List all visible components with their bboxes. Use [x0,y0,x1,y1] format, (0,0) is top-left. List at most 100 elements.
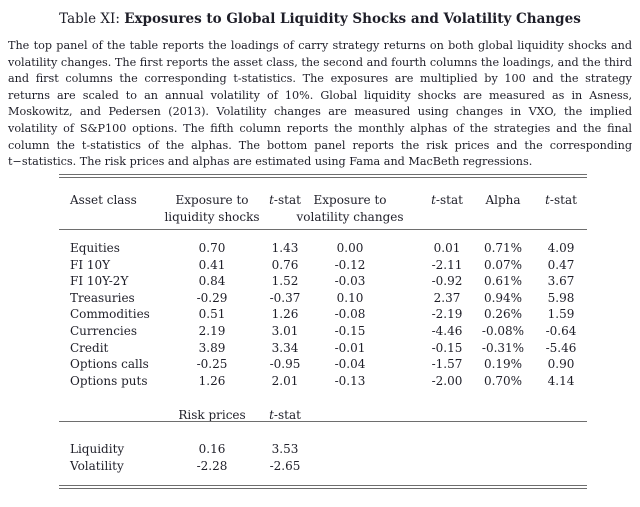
cell-liquidity-exposure: 0.41 [198,258,226,272]
cell-liquidity-tstat: 3.34 [271,341,299,355]
cell-risk-tstat: -2.65 [269,459,301,473]
column-header-liquidity-tstat: t-stat [269,193,301,207]
cell-alpha-tstat: 3.67 [547,274,575,288]
table-row-fi-10y-2y: FI 10Y-2Y 0.84 1.52 -0.03 -0.92 0.61% 3.… [59,273,587,290]
cell-liquidity-exposure: 0.70 [198,241,226,255]
column-header-alpha: Alpha [485,193,521,207]
table-row-options-puts: Options puts 1.26 2.01 -0.13 -2.00 0.70%… [59,373,587,390]
table-row-commodities: Commodities 0.51 1.26 -0.08 -2.19 0.26% … [59,306,587,323]
table-row-volatility: Volatility -2.28 -2.65 [59,458,587,475]
cell-volatility-exposure: -0.01 [334,341,366,355]
cell-liquidity-tstat: 1.26 [271,307,299,321]
table-row-treasuries: Treasuries -0.29 -0.37 0.10 2.37 0.94% 5… [59,290,587,307]
cell-alpha: 0.71% [483,241,523,255]
table-row-credit: Credit 3.89 3.34 -0.01 -0.15 -0.31% -5.4… [59,340,587,357]
column-header-volatility-tstat: t-stat [431,193,463,207]
cell-volatility-exposure: -0.13 [334,374,366,388]
cell-alpha-tstat: 1.59 [547,307,575,321]
table-number: Table XI: [59,11,120,27]
cell-alpha: -0.31% [481,341,525,355]
cell-liquidity-tstat: 1.52 [271,274,299,288]
table-row-fi-10y: FI 10Y 0.41 0.76 -0.12 -2.11 0.07% 0.47 [59,257,587,274]
cell-volatility-tstat: -2.00 [431,374,463,388]
cell-volatility-exposure: 0.10 [336,291,364,305]
cell-liquidity-exposure: -0.25 [196,357,228,371]
table-bottom-rule [59,485,587,489]
table-top-rule [59,174,587,178]
cell-alpha-tstat: 5.98 [547,291,575,305]
cell-liquidity-tstat: -0.95 [269,357,301,371]
cell-liquidity-tstat: -0.37 [269,291,301,305]
cell-alpha-tstat: 4.09 [547,241,575,255]
cell-volatility-tstat: 2.37 [433,291,461,305]
cell-volatility-exposure: -0.08 [334,307,366,321]
exposures-table: Asset class Exposure to t-stat Exposure … [59,174,587,494]
column-header-volatility-exposure-line2: volatility changes [296,210,404,224]
cell-liquidity-tstat: 0.76 [271,258,299,272]
column-header-liquidity-exposure: Exposure to [175,193,249,207]
table-row-equities: Equities 0.70 1.43 0.00 0.01 0.71% 4.09 [59,240,587,257]
cell-asset: FI 10Y-2Y [70,274,129,288]
cell-liquidity-tstat: 2.01 [271,374,299,388]
cell-risk-tstat: 3.53 [271,442,299,456]
table-caption: The top panel of the table reports the l… [8,39,632,169]
cell-alpha: 0.61% [483,274,523,288]
cell-alpha-tstat: -5.46 [545,341,577,355]
cell-alpha-tstat: 0.90 [547,357,575,371]
cell-asset: Credit [70,341,109,355]
cell-liquidity-exposure: 1.26 [198,374,226,388]
table-row-options-calls: Options calls -0.25 -0.95 -0.04 -1.57 0.… [59,356,587,373]
cell-alpha: 0.94% [483,291,523,305]
column-header-risk-prices: Risk prices [178,408,246,422]
column-header-alpha-tstat: t-stat [545,193,577,207]
cell-asset: Treasuries [70,291,135,305]
cell-volatility-tstat: -0.15 [431,341,463,355]
cell-liquidity-exposure: -0.29 [196,291,228,305]
cell-asset: Currencies [70,324,138,338]
cell-volatility-exposure: -0.12 [334,258,366,272]
risk-prices-header-row: Risk prices t-stat [59,407,587,424]
cell-liquidity-exposure: 3.89 [198,341,226,355]
cell-asset: Options puts [70,374,148,388]
table-row-currencies: Currencies 2.19 3.01 -0.15 -4.46 -0.08% … [59,323,587,340]
cell-volatility-tstat: -2.11 [431,258,463,272]
cell-volatility-exposure: -0.04 [334,357,366,371]
cell-asset: Commodities [70,307,150,321]
cell-risk-price: -2.28 [196,459,228,473]
cell-liquidity-tstat: 1.43 [271,241,299,255]
table-title-text: Exposures to Global Liquidity Shocks and… [124,11,581,27]
cell-alpha: -0.08% [481,324,525,338]
cell-alpha: 0.07% [483,258,523,272]
header-row-line2: liquidity shocks volatility changes [59,209,587,226]
cell-liquidity-exposure: 0.51 [198,307,226,321]
cell-factor: Liquidity [70,442,125,456]
column-header-volatility-exposure: Exposure to [313,193,387,207]
column-header-risk-tstat: t-stat [269,408,301,422]
cell-volatility-tstat: 0.01 [433,241,461,255]
cell-asset: Equities [70,241,120,255]
cell-alpha: 0.70% [483,374,523,388]
cell-liquidity-tstat: 3.01 [271,324,299,338]
risk-prices-header-rule [59,421,587,422]
cell-risk-price: 0.16 [198,442,226,456]
cell-volatility-tstat: -0.92 [431,274,463,288]
cell-volatility-tstat: -1.57 [431,357,463,371]
header-bottom-rule [59,229,587,230]
cell-asset: FI 10Y [70,258,111,272]
cell-alpha: 0.26% [483,307,523,321]
cell-volatility-tstat: -4.46 [431,324,463,338]
cell-volatility-exposure: 0.00 [336,241,364,255]
cell-liquidity-exposure: 0.84 [198,274,226,288]
table-title: Table XI: Exposures to Global Liquidity … [0,11,640,28]
cell-volatility-exposure: -0.03 [334,274,366,288]
cell-asset: Options calls [70,357,149,371]
header-row-line1: Asset class Exposure to t-stat Exposure … [59,192,587,209]
cell-liquidity-exposure: 2.19 [198,324,226,338]
cell-alpha: 0.19% [483,357,523,371]
cell-alpha-tstat: 4.14 [547,374,575,388]
cell-volatility-tstat: -2.19 [431,307,463,321]
cell-alpha-tstat: 0.47 [547,258,575,272]
cell-alpha-tstat: -0.64 [545,324,577,338]
column-header-asset-class: Asset class [70,193,137,207]
cell-volatility-exposure: -0.15 [334,324,366,338]
